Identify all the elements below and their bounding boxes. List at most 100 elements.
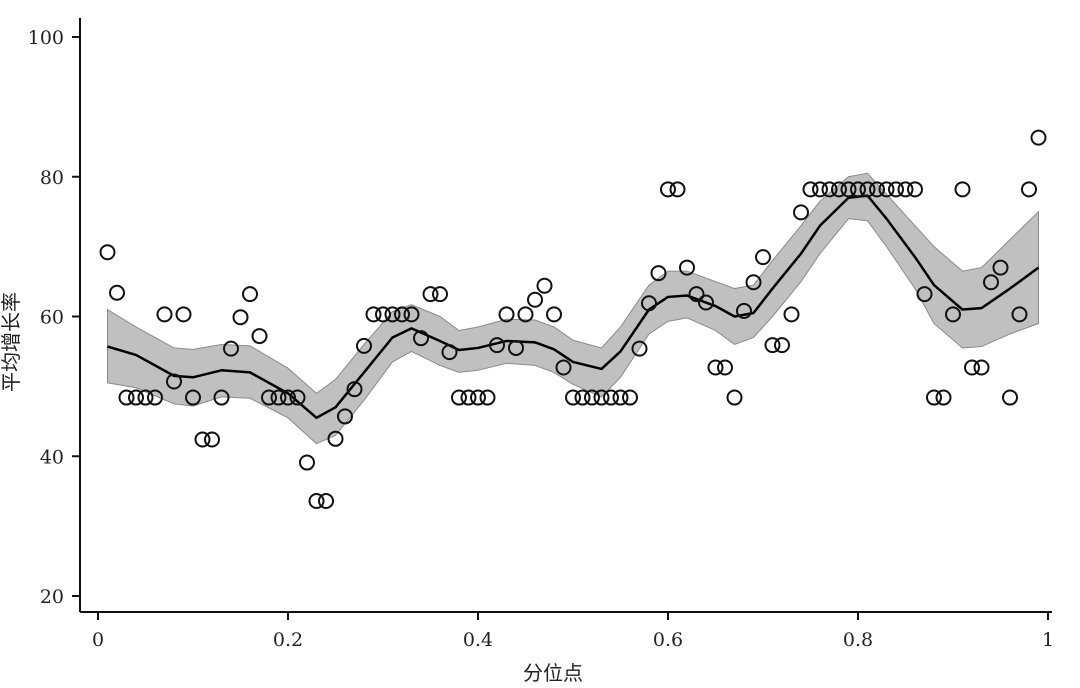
data-point — [356, 337, 372, 354]
data-point — [1030, 129, 1047, 146]
data-point — [897, 181, 914, 198]
x-tick-label: 0.8 — [843, 629, 873, 651]
data-point — [223, 340, 239, 357]
data-point — [954, 181, 971, 198]
points-layer — [99, 129, 1047, 509]
data-point — [888, 181, 904, 198]
data-point — [793, 204, 809, 221]
data-point — [783, 306, 800, 323]
data-point — [736, 302, 752, 319]
data-point — [688, 286, 705, 303]
data-point — [166, 373, 182, 390]
data-point — [612, 389, 629, 406]
data-point — [156, 306, 173, 323]
x-tick-label: 0.4 — [463, 629, 493, 651]
data-point — [869, 181, 885, 198]
data-point — [840, 181, 857, 198]
ticks-layer: 0 0.2 0.4 0.6 0.8 1 20 40 60 80 100 — [28, 27, 1054, 651]
axes — [79, 18, 1052, 613]
data-point — [384, 306, 401, 323]
y-axis-label: 平均增长率 — [0, 292, 23, 392]
confidence-band — [107, 172, 1039, 445]
data-point — [555, 359, 572, 376]
data-point — [308, 492, 325, 509]
data-point — [498, 306, 515, 323]
smooth-line-layer — [107, 194, 1040, 420]
data-point — [726, 389, 743, 406]
data-point — [973, 359, 990, 376]
y-tick-label: 20 — [40, 586, 64, 608]
smooth-fit-line — [107, 194, 1040, 420]
data-point — [584, 389, 600, 406]
data-point — [403, 306, 420, 323]
data-point — [546, 306, 562, 323]
data-point — [204, 431, 220, 448]
y-tick-label: 80 — [40, 167, 64, 189]
data-point — [812, 181, 828, 198]
data-point — [650, 265, 667, 282]
data-point — [128, 389, 144, 406]
data-point — [289, 389, 306, 406]
y-tick-label: 60 — [40, 307, 64, 329]
data-point — [479, 389, 496, 406]
data-point — [517, 306, 534, 323]
data-point — [878, 181, 895, 198]
data-point — [185, 389, 201, 406]
x-tick-label: 1 — [1042, 629, 1054, 651]
data-point — [850, 181, 866, 198]
data-point — [755, 249, 771, 266]
data-point — [565, 389, 581, 406]
confidence-band-layer — [107, 172, 1039, 445]
data-point — [926, 389, 942, 406]
y-tick-label: 100 — [28, 27, 64, 49]
data-point — [622, 389, 638, 406]
data-point — [261, 389, 277, 406]
data-point — [679, 259, 695, 276]
data-point — [232, 309, 249, 326]
data-point — [365, 306, 382, 323]
data-point — [1002, 389, 1018, 406]
data-point — [935, 389, 952, 406]
x-axis-label: 分位点 — [523, 661, 583, 684]
data-point — [422, 286, 439, 303]
data-point — [603, 389, 619, 406]
data-point — [327, 430, 344, 447]
data-point — [318, 492, 334, 509]
data-point — [508, 339, 524, 356]
data-point — [916, 286, 933, 303]
data-point — [641, 295, 657, 312]
data-point — [147, 389, 163, 406]
data-point — [118, 389, 135, 406]
data-point — [251, 328, 268, 345]
data-point — [242, 286, 258, 303]
data-point — [802, 181, 819, 198]
x-tick-label: 0.6 — [653, 629, 683, 651]
data-point — [460, 389, 477, 406]
data-point — [821, 181, 838, 198]
x-tick-label: 0.2 — [273, 629, 303, 651]
data-point — [337, 408, 353, 425]
data-point — [698, 294, 714, 311]
data-point — [774, 337, 790, 354]
data-point — [660, 181, 676, 198]
data-point — [346, 381, 363, 398]
data-point — [470, 389, 486, 406]
data-point — [109, 284, 125, 301]
data-point — [859, 181, 876, 198]
data-point — [536, 277, 553, 294]
data-point — [945, 306, 961, 323]
data-point — [669, 181, 686, 198]
data-point — [764, 337, 781, 354]
data-point — [907, 181, 923, 198]
data-point — [175, 306, 192, 323]
data-point — [574, 389, 591, 406]
data-point — [441, 344, 458, 361]
data-point — [593, 389, 610, 406]
data-point — [717, 359, 733, 376]
x-tick-label: 0 — [92, 629, 104, 651]
data-point — [280, 389, 296, 406]
data-point — [992, 259, 1009, 276]
data-point — [270, 389, 287, 406]
data-point — [451, 389, 467, 406]
